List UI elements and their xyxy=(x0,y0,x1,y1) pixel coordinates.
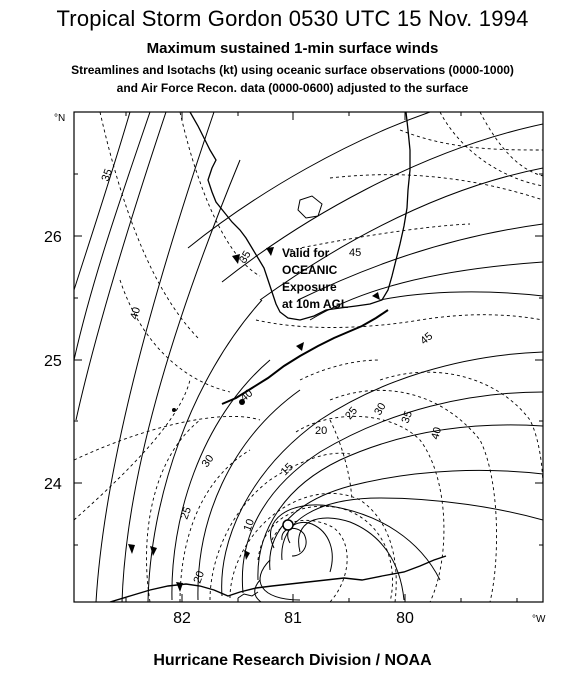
map-description-line-2: and Air Force Recon. data (0000-0600) ad… xyxy=(116,81,469,95)
isotach-label: 30 xyxy=(200,453,217,470)
isotach-label: 45 xyxy=(349,247,361,259)
latitude-label-26: 26 xyxy=(44,229,62,246)
isotach-label: 40 xyxy=(429,426,444,441)
isotach-label: 20 xyxy=(315,425,327,437)
isotach-label: 40 xyxy=(128,306,143,321)
isotach-label: 25 xyxy=(179,505,194,521)
isotach-label: 25 xyxy=(343,405,360,422)
isotach-labels: 35 45 40 35 25 30 35 40 20 45 15 30 40 2… xyxy=(100,167,445,585)
map-subtitle: Maximum sustained 1-min surface winds xyxy=(146,40,439,57)
map-frame xyxy=(73,111,544,603)
credit-footer: Hurricane Research Division / NOAA xyxy=(153,652,432,669)
isotach-label: 30 xyxy=(372,401,389,418)
isotach-label: 20 xyxy=(192,569,207,585)
longitude-ticks xyxy=(125,112,518,602)
isotach-label: 35 xyxy=(100,167,115,183)
map-title: Tropical Storm Gordon 0530 UTC 15 Nov. 1… xyxy=(56,6,529,31)
cuba-coastline xyxy=(109,555,447,602)
isotach-label: 45 xyxy=(418,330,435,347)
validity-note-line-1: Valid for xyxy=(282,246,330,260)
latitude-ticks xyxy=(74,173,543,546)
latitude-labels: 26 25 24 xyxy=(44,229,62,493)
latitude-label-25: 25 xyxy=(44,353,62,370)
isotach-label: 35 xyxy=(400,409,415,425)
storm-center xyxy=(282,519,294,531)
latitude-unit: °N xyxy=(54,113,65,124)
florida-keys xyxy=(221,309,389,405)
isotachs xyxy=(74,112,543,602)
isotach-label: 10 xyxy=(242,517,257,533)
streamline-arrows xyxy=(128,247,380,592)
validity-note-line-2: OCEANIC xyxy=(282,263,338,277)
longitude-label-80: 80 xyxy=(396,610,414,627)
longitude-unit: °W xyxy=(532,614,546,625)
longitude-label-82: 82 xyxy=(173,610,191,627)
latitude-label-24: 24 xyxy=(44,476,62,493)
longitude-labels: 82 81 80 xyxy=(173,610,414,627)
longitude-label-81: 81 xyxy=(284,610,302,627)
validity-note-line-4: at 10m AGL xyxy=(282,297,348,311)
map-description-line-1: Streamlines and Isotachs (kt) using ocea… xyxy=(71,63,514,77)
isotach-label: 35 xyxy=(237,249,254,266)
streamlines xyxy=(74,112,543,602)
isotach-label: 15 xyxy=(279,461,296,478)
validity-note: Valid for OCEANIC Exposure at 10m AGL xyxy=(282,246,348,311)
validity-note-line-3: Exposure xyxy=(282,280,337,294)
lake-outline xyxy=(297,195,323,219)
florida-coastline xyxy=(189,112,411,321)
